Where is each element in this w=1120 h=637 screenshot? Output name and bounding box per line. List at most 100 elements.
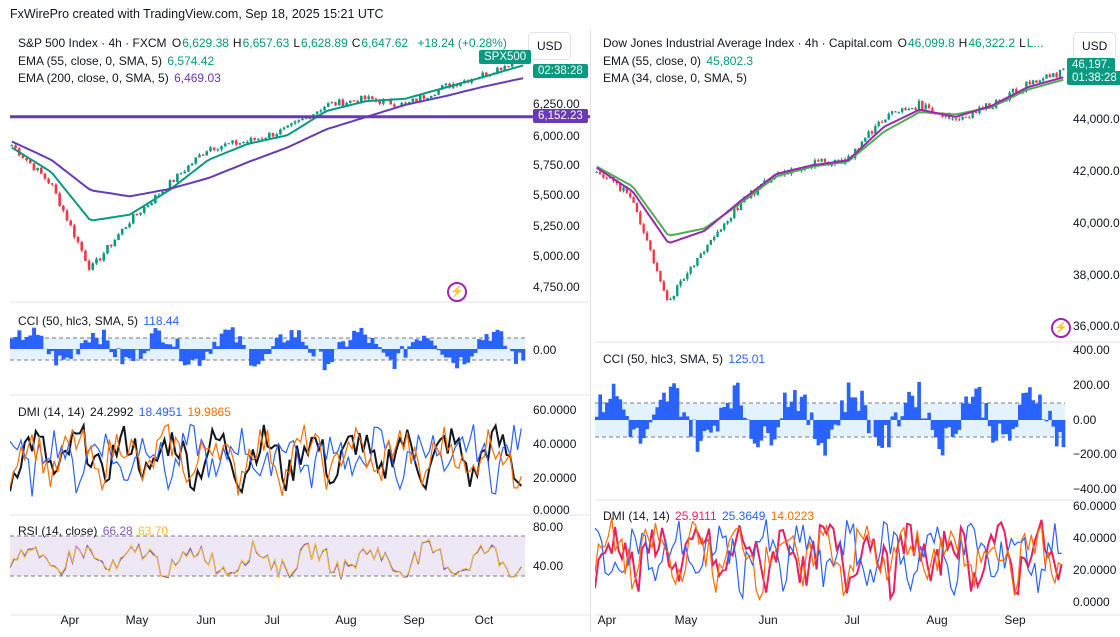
cci-bar: [618, 399, 623, 420]
cci-bar: [17, 330, 22, 349]
candle-body: [223, 143, 227, 147]
spx-rsi-value: 66.28: [102, 524, 133, 538]
candle-body: [507, 66, 510, 68]
spx-ema200-label: EMA (200, close, 0, SMA, 5): [18, 71, 169, 85]
cci-bar: [135, 349, 140, 350]
candle-body: [874, 126, 877, 134]
cci-bar: [234, 342, 239, 349]
cci-bar: [21, 339, 26, 349]
candle-body: [1055, 73, 1058, 78]
cci-bar: [947, 420, 952, 428]
candle-body: [682, 279, 686, 281]
candle-body: [39, 167, 43, 174]
dji-legend: Dow Jones Industrial Average Index · 4h …: [603, 36, 1049, 50]
cci-bar: [50, 349, 55, 351]
candle-body: [880, 121, 884, 123]
cci-bar: [491, 331, 496, 349]
spx-chart-panel[interactable]: 6,250.00 6,000.00 5,750.00 5,500.00 5,250.00…: [10, 30, 591, 632]
flash-icon[interactable]: ⚡: [447, 282, 467, 302]
candle-body: [696, 258, 699, 266]
cci-bar: [201, 349, 206, 361]
cci-bar: [853, 397, 858, 420]
cci-bar: [880, 420, 885, 448]
cci-bar: [223, 329, 228, 349]
dji-chart-svg[interactable]: 44,000.00 42,000.00 40,000.00 38,000.00 36,0…: [595, 30, 1120, 632]
dji-chart-panel[interactable]: 44,000.00 42,000.00 40,000.00 38,000.00 36,0…: [595, 30, 1120, 632]
candle-body: [907, 108, 911, 111]
time-axis-label: Jun: [758, 613, 777, 627]
cci-bar: [1011, 420, 1015, 430]
cci-bar: [164, 344, 169, 349]
spx-change: +18.24 (+0.28%): [417, 36, 507, 50]
header-caption: FxWirePro created with TradingView.com, …: [10, 7, 384, 21]
candle-body: [716, 231, 719, 238]
candle-body: [54, 184, 58, 194]
cci-bar: [473, 349, 478, 353]
price-axis-label: 6,250.00: [533, 97, 580, 111]
candle-body: [860, 141, 864, 150]
candle-body: [286, 125, 290, 128]
candle-body: [268, 132, 271, 138]
candle-body: [293, 121, 297, 124]
dmi-axis-label: 0.0000: [533, 503, 570, 517]
cci-bar: [769, 420, 774, 446]
cci-bar: [964, 396, 968, 420]
cci-axis-label: 200.00: [1073, 378, 1110, 392]
candle-body: [729, 218, 733, 222]
cci-bar: [695, 420, 700, 452]
candle-body: [689, 266, 692, 274]
cci-bar: [399, 346, 404, 349]
cci-bar: [1021, 393, 1026, 420]
spx-currency-button[interactable]: USD: [528, 32, 572, 60]
spx-ema55-value: 6,574.42: [167, 54, 215, 68]
cci-bar: [433, 345, 438, 349]
ohlc-l: L6,628.89: [293, 36, 348, 50]
dmi-line-1: [10, 423, 522, 497]
time-axis-label: Apr: [61, 613, 80, 627]
candle-body: [780, 172, 783, 176]
cci-bar: [24, 336, 29, 349]
dji-countdown-tag: 01:38:28: [1067, 71, 1120, 85]
cci-bar: [466, 349, 471, 363]
candle-body: [437, 89, 440, 95]
cci-bar: [285, 340, 290, 349]
flash-icon[interactable]: ⚡: [1051, 318, 1071, 338]
cci-bar: [994, 420, 999, 441]
candle-body: [706, 244, 709, 252]
candle-body: [927, 104, 931, 109]
candle-body: [14, 145, 17, 149]
cci-bar: [186, 349, 191, 365]
candle-body: [837, 159, 840, 161]
cci-bar: [216, 346, 220, 349]
candle-body: [58, 193, 61, 206]
spx-countdown-tag: 02:38:28: [533, 64, 588, 78]
candle-body: [823, 158, 827, 162]
spx-chart-svg[interactable]: 6,250.00 6,000.00 5,750.00 5,500.00 5,250.00…: [10, 30, 590, 632]
spx-rsi-label: RSI (14, close): [18, 524, 98, 538]
candle-body: [974, 111, 978, 114]
candle-body: [367, 96, 370, 100]
dji-title: Dow Jones Industrial Average Index · 4h …: [603, 36, 893, 50]
candle-body: [1052, 73, 1055, 77]
dji-currency-button[interactable]: USD: [1073, 32, 1117, 60]
cci-bar: [149, 333, 154, 349]
candle-body: [736, 207, 739, 210]
candle-body: [679, 280, 682, 286]
cci-bar: [98, 344, 103, 349]
candle-body: [652, 249, 655, 264]
candle-body: [36, 167, 39, 171]
candle-body: [165, 189, 168, 192]
cci-bar: [1031, 400, 1036, 420]
time-axis-label: Aug: [335, 613, 356, 627]
candle-body: [234, 140, 238, 145]
cci-bar: [157, 330, 162, 349]
cci-bar: [142, 349, 147, 354]
candle-body: [692, 265, 696, 267]
candle-body: [65, 210, 69, 221]
ema-line-2: [596, 76, 1064, 244]
candle-body: [407, 101, 411, 104]
time-axis-label: Oct: [475, 613, 494, 627]
time-axis-label: May: [675, 613, 698, 627]
cci-bar: [974, 388, 979, 420]
candle-body: [924, 104, 927, 110]
